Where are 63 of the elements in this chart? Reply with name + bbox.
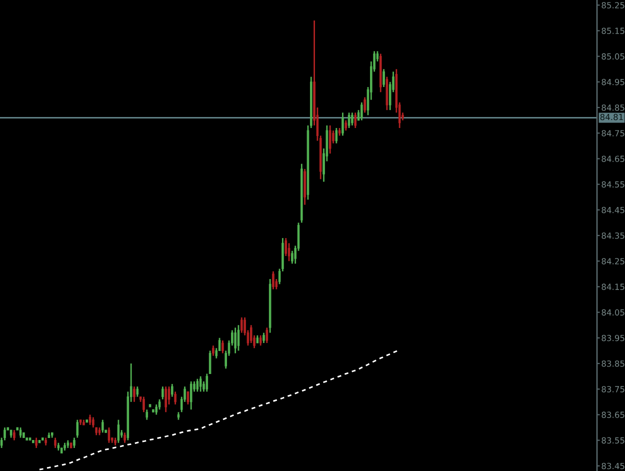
candlestick [76,419,79,438]
candlestick [348,112,350,129]
candlestick [54,437,56,449]
candlestick [284,237,288,257]
candlestick [354,112,357,129]
y-tick-label: 84.35 [602,232,624,239]
candlestick [335,127,338,144]
candlestick [171,383,174,398]
candlestick [174,390,176,406]
candlestick [13,429,16,441]
y-tick-label: 85.25 [602,2,624,8]
y-tick-label: 85.15 [602,28,624,34]
candlestick [133,386,136,403]
candlestick [142,396,145,413]
candlestick [136,386,139,398]
y-tick-label: 84.65 [602,156,624,162]
candlestick [344,120,348,132]
y-tick-label: 84.95 [602,78,624,86]
candlestick [342,112,344,136]
y-tick-label: 83.55 [602,437,624,444]
y-tick-label: 83.75 [602,386,624,392]
candlestick [262,332,265,344]
y-tick-label: 84.05 [602,309,624,316]
candlestick [240,316,243,334]
y-tick-label: 84.25 [602,258,624,264]
candlestick [199,376,202,392]
candlestick [19,426,22,438]
y-tick-label: 83.65 [602,412,624,418]
y-tick-label: 84.85 [602,104,624,111]
candlestick [328,124,332,154]
y-tick-label: 83.85 [602,360,624,367]
candlestick [196,378,199,392]
y-tick-label: 84.45 [602,206,624,214]
candlestick [266,326,268,344]
candlestick [35,437,38,449]
candlestick [259,334,262,346]
candlestick [124,432,126,444]
candlestick [222,340,224,354]
candlestick [382,68,385,88]
candlestick [190,380,192,410]
candlestick [212,344,214,357]
y-tick-label: 84.15 [602,284,624,290]
y-tick-label: 83.95 [602,334,624,342]
candlestick [250,324,252,344]
candlestick [272,270,274,290]
candlestick [351,112,354,126]
candlestick [155,404,158,416]
y-tick-label: 85.05 [602,53,624,60]
candlestick [73,437,76,449]
y-tick-label: 84.55 [602,181,624,188]
candlestick [364,96,366,114]
ref-line-label: 84.81 [600,114,623,120]
candlestick [162,386,164,400]
y-tick-label: 84.75 [602,130,624,136]
candlestick [288,242,290,262]
candlestick [102,419,104,434]
candlestick [360,102,363,122]
y-tick-label: 83.45 [602,462,624,470]
candlestick [146,408,148,420]
candlestick [158,398,161,410]
candlestick [234,326,236,354]
candlestick [164,386,167,413]
candlestick [108,426,110,444]
